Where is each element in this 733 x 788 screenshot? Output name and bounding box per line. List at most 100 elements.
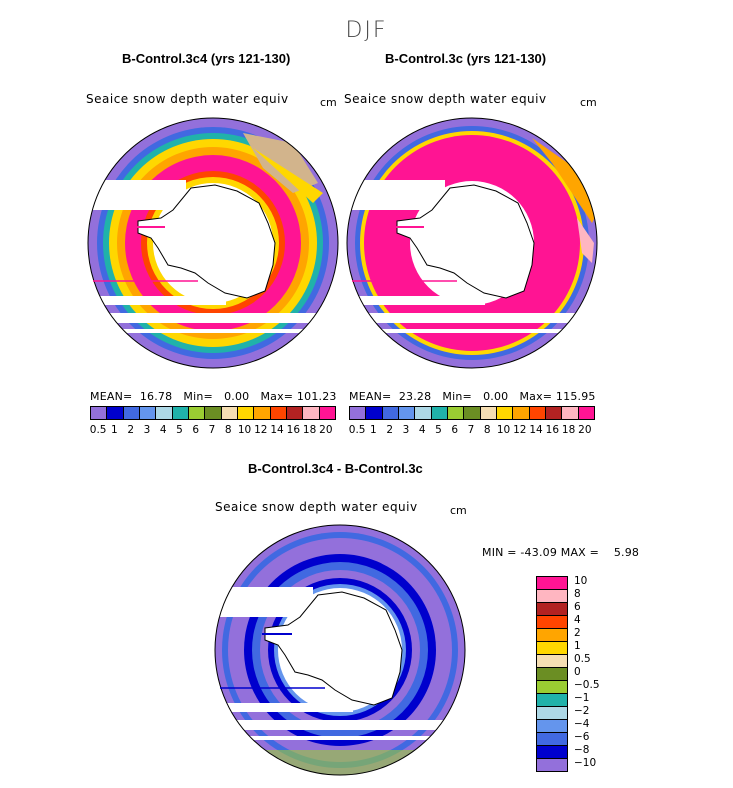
colorbar-tick-label: 0.5 (574, 653, 591, 665)
colorbar-swatch (513, 407, 530, 419)
max-value: 5.98 (613, 546, 640, 559)
colorbar-tick-label: 16 (286, 424, 301, 436)
min-label: Min= (442, 390, 472, 403)
colorbar-tick-label: −1 (574, 692, 590, 704)
colorbar-swatch (537, 759, 567, 771)
panel1-variable: Seaice snow depth water equiv (86, 92, 289, 106)
min-value: 0.00 (224, 390, 250, 403)
colorbar-swatch (537, 733, 567, 746)
colorbar-tick-label: 2 (127, 424, 134, 436)
min-value: 0.00 (483, 390, 509, 403)
colorbar-swatch (562, 407, 579, 419)
colorbar-swatch (123, 407, 140, 419)
panel2-stats: MEAN= 23.28 Min= 0.00 Max= 115.95 (349, 390, 596, 403)
colorbar-swatch (319, 407, 335, 419)
colorbar-tick-label: −0.5 (574, 679, 600, 691)
colorbar-tick-label: 8 (483, 424, 491, 436)
colorbar-swatch (537, 681, 567, 694)
colorbar-tick-label: 1 (574, 640, 581, 652)
colorbar-tick-label: 5 (435, 424, 442, 436)
max-label: Max= (519, 390, 553, 403)
panel1-stats: MEAN= 16.78 Min= 0.00 Max= 101.23 (90, 390, 337, 403)
colorbar-swatch (398, 407, 416, 419)
colorbar-tick-label: 2 (386, 424, 393, 436)
colorbar-tick-label: 20 (578, 424, 592, 436)
colorbar-swatch (537, 603, 567, 616)
colorbar-tick-label: 14 (270, 424, 284, 436)
colorbar-tick-label: 10 (237, 424, 252, 436)
colorbar-tick-label: 0.5 (348, 424, 366, 436)
colorbar-tick-label: 10 (574, 575, 588, 587)
colorbar-swatch (464, 407, 481, 419)
colorbar-swatch (537, 720, 567, 733)
mean-value: 16.78 (139, 390, 173, 403)
colorbar-swatch (537, 655, 567, 668)
colorbar-tick-label: 3 (402, 424, 410, 436)
colorbar-swatch (205, 407, 222, 419)
colorbar-tick-label: 18 (561, 424, 576, 436)
panel1-title: B-Control.3c4 (yrs 121-130) (122, 51, 291, 66)
colorbar-tick-label: 6 (192, 424, 200, 436)
colorbar-tick-label: 1 (370, 424, 377, 436)
panel3-title: B-Control.3c4 - B-Control.3c (248, 461, 423, 476)
mean-label: MEAN= (349, 390, 392, 403)
colorbar-swatch (447, 407, 465, 419)
colorbar-swatch (156, 407, 173, 419)
colorbar-tick-label: 2 (574, 627, 581, 639)
colorbar-tick-label: 4 (159, 424, 167, 436)
colorbar-swatch (270, 407, 287, 419)
max-value: 115.95 (555, 390, 596, 403)
colorbar-tick-label: −10 (574, 757, 597, 769)
map-panel2 (346, 117, 598, 369)
colorbar-tick-label: 4 (574, 614, 581, 626)
colorbar-difference (536, 576, 568, 772)
panel2-title: B-Control.3c (yrs 121-130) (385, 51, 547, 66)
colorbar-swatch (237, 407, 255, 419)
colorbar-tick-label: 12 (254, 424, 268, 436)
colorbar-swatch (431, 407, 448, 419)
colorbar-swatch (545, 407, 563, 419)
panel1-units: cm (320, 96, 337, 109)
colorbar-swatch (529, 407, 546, 419)
colorbar-tick-label: 14 (529, 424, 543, 436)
colorbar-tick-label: 12 (513, 424, 527, 436)
colorbar-panel1 (90, 406, 336, 420)
colorbar-swatch (139, 407, 157, 419)
colorbar-tick-label: −8 (574, 744, 590, 756)
colorbar-labels-panel2: 0.5 1 2 3 4 5 6 7 8 10 12 14 16 18 20 (349, 424, 593, 438)
colorbar-swatch (172, 407, 189, 419)
max-value: 101.23 (296, 390, 337, 403)
colorbar-swatch (537, 668, 567, 681)
colorbar-tick-label: 1 (111, 424, 118, 436)
colorbar-swatch (221, 407, 238, 419)
colorbar-swatch (286, 407, 304, 419)
min-value: -43.09 (520, 546, 558, 559)
min-label: Min= (183, 390, 213, 403)
colorbar-tick-label: 4 (418, 424, 426, 436)
colorbar-tick-label: 6 (574, 601, 581, 613)
colorbar-swatch (107, 407, 124, 419)
colorbar-swatch (537, 707, 567, 720)
colorbar-tick-label: 6 (451, 424, 459, 436)
colorbar-swatch (254, 407, 271, 419)
colorbar-tick-label: 18 (302, 424, 317, 436)
max-label: MAX = (560, 546, 600, 559)
panel3-variable: Seaice snow depth water equiv (215, 500, 418, 514)
map-panel3 (214, 524, 466, 776)
colorbar-tick-label: −6 (574, 731, 590, 743)
min-label: MIN = (482, 546, 517, 559)
colorbar-tick-label: −2 (574, 705, 590, 717)
colorbar-swatch (91, 407, 108, 419)
colorbar-swatch (537, 629, 567, 642)
panel2-units: cm (580, 96, 597, 109)
colorbar-tick-label: 3 (143, 424, 151, 436)
colorbar-swatch (350, 407, 367, 419)
panel2-variable: Seaice snow depth water equiv (344, 92, 547, 106)
colorbar-tick-label: 16 (545, 424, 560, 436)
colorbar-swatch (382, 407, 399, 419)
panel3-units: cm (450, 504, 467, 517)
colorbar-tick-label: 10 (496, 424, 511, 436)
colorbar-tick-label: −4 (574, 718, 590, 730)
colorbar-swatch (480, 407, 497, 419)
colorbar-swatch (537, 642, 567, 655)
